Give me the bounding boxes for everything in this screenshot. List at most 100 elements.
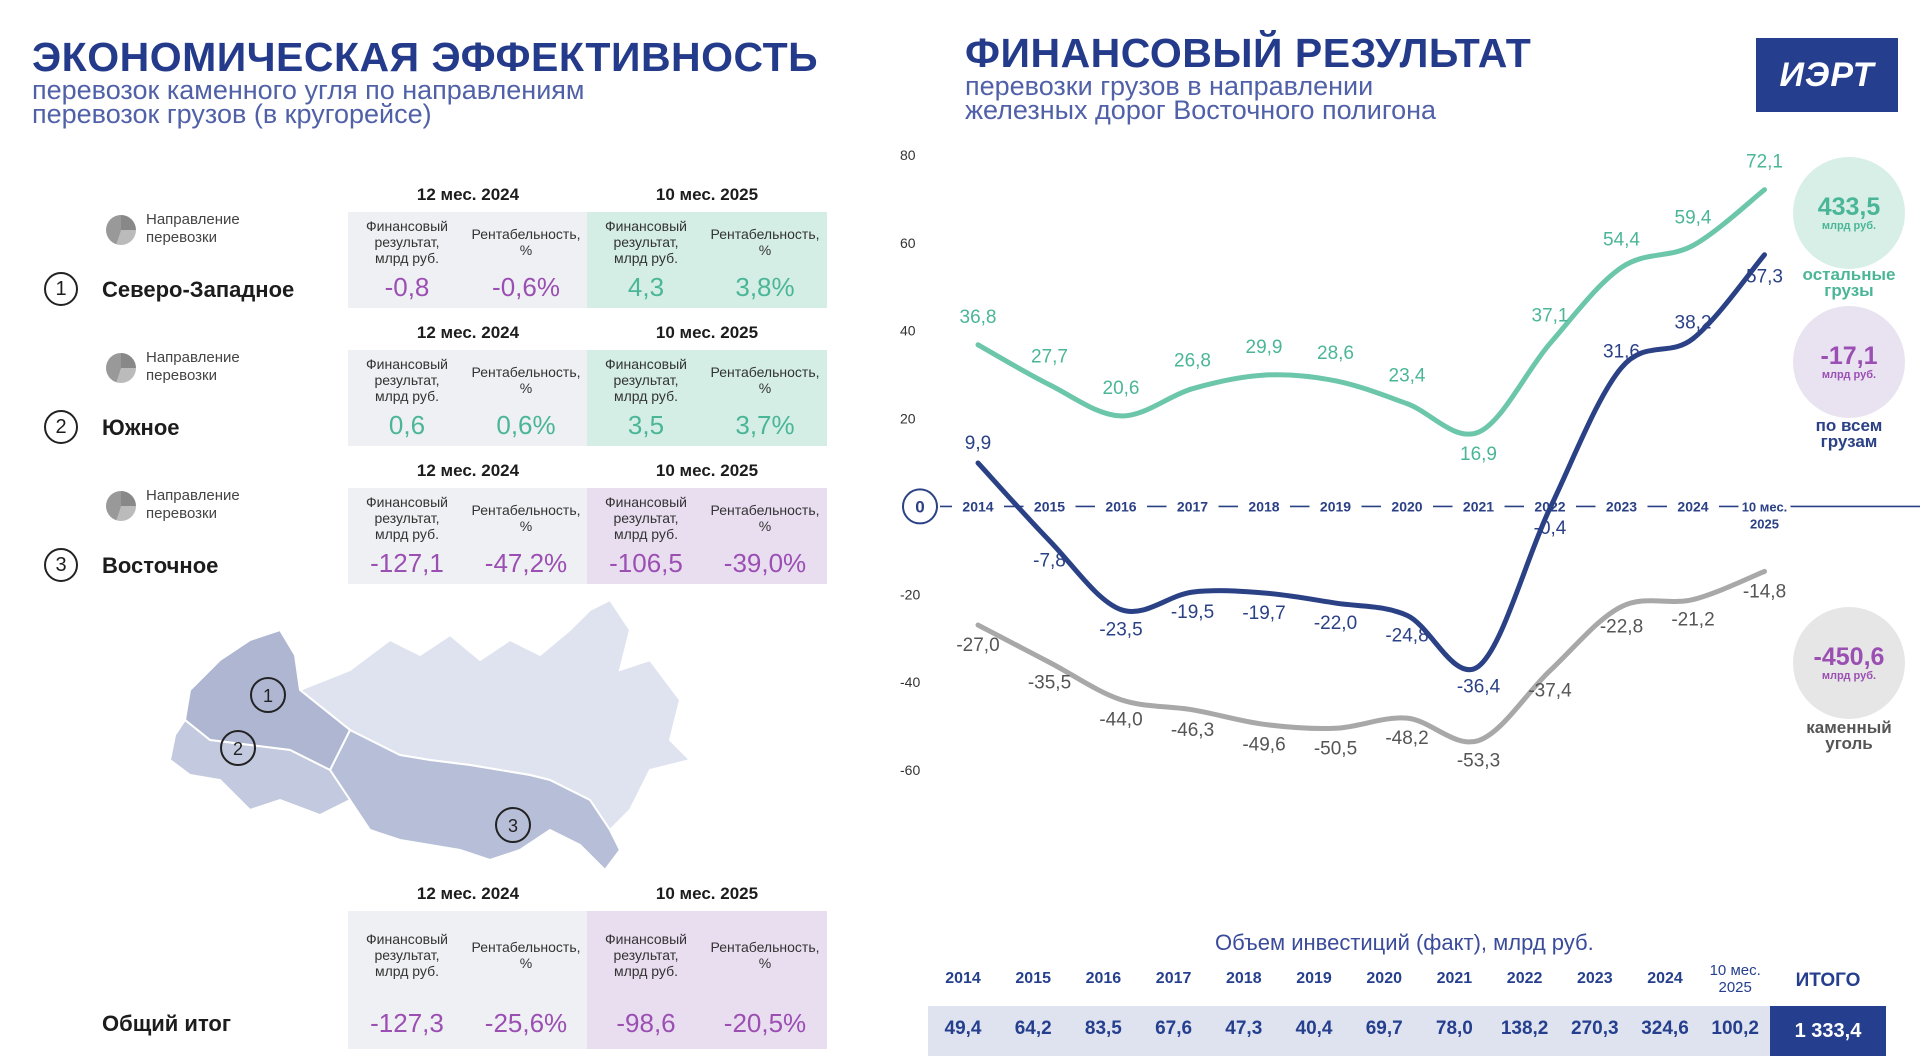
right-title: ФИНАНСОВЫЙ РЕЗУЛЬТАТ <box>965 30 1532 76</box>
header-line: результат, <box>374 510 440 526</box>
header-line: результат, <box>613 510 679 526</box>
investment-value: 40,4 <box>1295 1018 1333 1039</box>
x-tick-bg <box>1595 495 1648 518</box>
x-tick-label: 2020 <box>1391 498 1422 514</box>
region-name: Северо-Западное <box>102 277 295 302</box>
header-line: % <box>758 242 772 258</box>
cell-2025 <box>587 350 827 446</box>
value-fin-2024: -0,8 <box>384 272 430 302</box>
investment-value: 49,4 <box>944 1018 982 1039</box>
total-bubble-unit: млрд руб. <box>1821 369 1877 381</box>
investment-year: 2024 <box>1647 970 1683 987</box>
investment-year: 2014 <box>945 970 981 987</box>
x-tick-bg <box>1309 495 1362 518</box>
total-bubble-value: -17,1 <box>1820 342 1878 370</box>
investment-value: 47,3 <box>1225 1018 1263 1039</box>
direction-label-line1: Направление <box>146 211 240 228</box>
total-bubble-value: -450,6 <box>1813 643 1885 671</box>
direction-label-line2: перевозки <box>146 229 217 246</box>
period-2025-label: 10 мес. 2025 <box>655 461 759 480</box>
period-2024-label: 12 мес. 2024 <box>416 185 520 204</box>
header-line: млрд руб. <box>613 526 678 542</box>
region-number: 1 <box>44 272 78 306</box>
header-line: млрд руб. <box>374 526 439 542</box>
header-line: Финансовый <box>366 356 448 372</box>
x-tick-bg <box>1023 495 1076 518</box>
header-line: млрд руб. <box>613 388 678 404</box>
header-line: результат, <box>374 234 440 250</box>
investment-year: 10 мес. 2025 <box>1709 962 1761 996</box>
value-fin-2024: -127,1 <box>370 548 444 578</box>
investment-year: 2022 <box>1506 970 1543 987</box>
cell-2024 <box>348 212 588 308</box>
investment-value: 67,6 <box>1155 1018 1193 1039</box>
period-2024-label: 12 мес. 2024 <box>416 323 520 342</box>
investment-value: 324,6 <box>1641 1018 1689 1039</box>
investment-value: 138,2 <box>1500 1018 1549 1039</box>
y-tick-label: 40 <box>900 323 916 339</box>
y-tick-label: 60 <box>900 235 916 251</box>
map-marker-2 <box>220 730 256 766</box>
header-line: % <box>519 518 533 534</box>
direction-label: Направление перевозки <box>146 487 240 523</box>
header-line: Финансовый <box>605 494 687 510</box>
header-profitability: Рентабельность,% <box>706 502 824 534</box>
header-line: Финансовый <box>605 931 687 947</box>
header-financial-result: Финансовый результат, млрд руб. <box>587 356 705 404</box>
x-tick-bg <box>1166 495 1219 518</box>
series-coal-data-label: -21,2 <box>1671 610 1714 631</box>
header-line: Финансовый <box>366 931 448 947</box>
total-bubble-label: по всем грузам <box>1779 417 1919 450</box>
y-tick-label: -40 <box>900 674 920 690</box>
value-rent-2025: 3,7% <box>735 410 795 440</box>
cell-2025 <box>587 212 827 308</box>
pie-chart-icon <box>106 491 136 521</box>
direction-label-line1: Направление <box>146 349 240 366</box>
series-coal-data-label: -48,2 <box>1385 728 1428 749</box>
header-line: Рентабельность, <box>710 226 820 242</box>
map-region-south-east <box>328 728 622 872</box>
investment-value: 100,2 <box>1711 1018 1759 1039</box>
header-profitability: Рентабельность,% <box>467 502 585 534</box>
total-bubble-unit: млрд руб. <box>1821 220 1877 232</box>
investment-year: 2016 <box>1085 970 1122 987</box>
y-tick-label: 80 <box>900 147 916 163</box>
investment-value: 78,0 <box>1435 1018 1473 1039</box>
value-rent-2024: 0,6% <box>496 410 556 440</box>
y-tick-label: 20 <box>900 411 916 427</box>
header-line: % <box>519 242 533 258</box>
header-line: % <box>519 380 533 396</box>
series-other-cargo-data-label: 16,9 <box>1460 444 1497 465</box>
series-coal-data-label: -35,5 <box>1028 672 1071 693</box>
header-line: Рентабельность, <box>471 226 581 242</box>
total-name: Общий итог <box>102 1011 232 1036</box>
direction-label-line2: перевозки <box>146 367 217 384</box>
left-title-block: ЭКОНОМИЧЕСКАЯ ЭФФЕКТИВНОСТЬ перевозок ка… <box>32 36 818 128</box>
total-bubble-unit: млрд руб. <box>1821 670 1877 682</box>
header-line: Рентабельность, <box>710 502 820 518</box>
left-subtitle-line1: перевозок каменного угля по направлениям <box>32 75 585 105</box>
header-line: Финансовый <box>605 218 687 234</box>
header-line: % <box>519 955 533 971</box>
header-line: Рентабельность, <box>471 502 581 518</box>
value-rent-2025: -20,5% <box>723 1008 807 1038</box>
header-financial-result: Финансовый результат, млрд руб. <box>587 931 705 979</box>
x-tick-label: 2016 <box>1105 498 1136 514</box>
map-markers: 1 2 3 <box>220 677 531 843</box>
series-coal-data-label: -27,0 <box>956 635 999 656</box>
series-other-cargo-data-label: 26,8 <box>1174 351 1211 372</box>
series-all-cargo-data-label: -0,4 <box>1534 518 1567 539</box>
header-line: млрд руб. <box>613 250 678 266</box>
series-all-cargo-data-label: -36,4 <box>1457 676 1501 697</box>
value-fin-2025: 4,3 <box>627 272 665 302</box>
header-line: результат, <box>613 234 679 250</box>
investment-year: 2021 <box>1436 970 1473 987</box>
direction-label-line1: Направление <box>146 487 240 504</box>
x-tick-bg <box>1452 495 1505 518</box>
header-financial-result: Финансовый результат, млрд руб. <box>587 494 705 542</box>
pie-chart-icon <box>106 353 136 383</box>
series-all-cargo-data-label: -7,8 <box>1033 551 1066 572</box>
header-financial-result: Финансовый результат, млрд руб. <box>348 494 466 542</box>
total-bubble-label-line2: уголь <box>1825 734 1873 753</box>
header-line: млрд руб. <box>613 963 678 979</box>
